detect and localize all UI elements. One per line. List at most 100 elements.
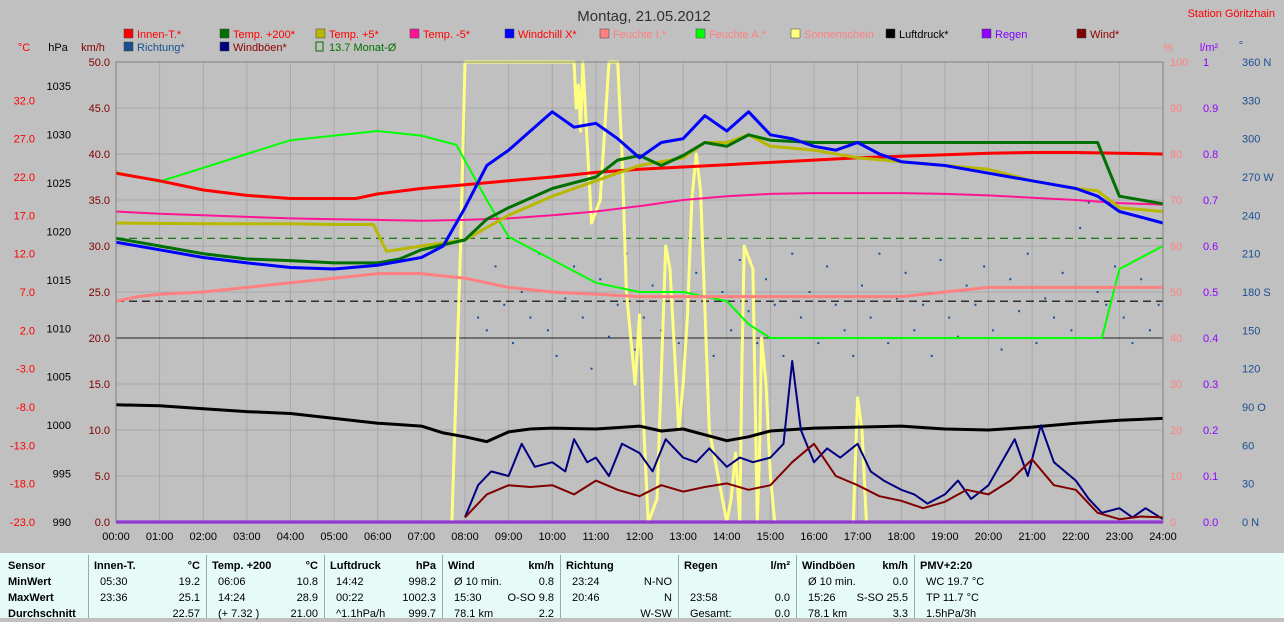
table-cell-value: 0.0 xyxy=(774,608,790,620)
table-cell-left: 78.1 km xyxy=(454,608,494,620)
temp-tick-label: 17.0 xyxy=(14,210,35,222)
temp-tick-label: 7.0 xyxy=(20,287,35,299)
table-cell-value: 19.2 xyxy=(178,576,200,588)
direction-point xyxy=(791,252,794,255)
direction-point xyxy=(607,335,610,338)
legend-item[interactable]: Wind* xyxy=(1076,28,1120,41)
x-tick-label: 21:00 xyxy=(1018,531,1046,543)
table-cell-left: 15:30 xyxy=(454,592,482,604)
series-line-feuchte-a xyxy=(115,130,1164,339)
direction-point xyxy=(765,278,768,281)
humidity-tick-label: 40 xyxy=(1170,333,1182,345)
pressure-tick-label: 990 xyxy=(53,517,71,529)
legend-item[interactable]: Innen-T.* xyxy=(123,28,182,41)
series-line-temp-200 xyxy=(115,133,1164,265)
wind-tick-label: 40.0 xyxy=(89,149,110,161)
axes-layer: 00:00 01:00 02:00 03:00 04:00 05:00 06:00 07:00… xyxy=(10,57,1274,543)
legend-item[interactable]: Temp. +200* xyxy=(219,28,296,41)
direction-point xyxy=(555,354,558,357)
direction-tick-label: 240 xyxy=(1242,210,1260,222)
humidity-tick-label: 0 xyxy=(1170,517,1176,529)
legend-item[interactable]: Temp. -5* xyxy=(409,28,471,41)
temp-tick-label: -13.0 xyxy=(10,440,35,452)
direction-point xyxy=(913,329,916,332)
table-header: Luftdruck xyxy=(330,560,381,572)
legend-item[interactable]: Regen xyxy=(981,28,1027,41)
table-cell-value: 0.0 xyxy=(774,592,790,604)
legend-label: 13.7 Monat-Ø xyxy=(329,42,397,54)
direction-point xyxy=(808,291,811,293)
direction-tick-label: 330 xyxy=(1242,95,1260,107)
legend-item[interactable]: Feuchte I.* xyxy=(599,28,667,41)
rain-tick-label: 0.2 xyxy=(1203,425,1218,437)
rain-tick-label: 0.4 xyxy=(1203,333,1218,345)
temp-tick-label: -18.0 xyxy=(10,479,35,491)
humidity-tick-label: 50 xyxy=(1170,287,1182,299)
pressure-tick-label: 1025 xyxy=(47,178,71,190)
legend-swatch xyxy=(981,28,992,39)
direction-point xyxy=(677,342,680,345)
wind-tick-label: 50.0 xyxy=(89,57,110,69)
series-line-windb-en xyxy=(464,360,1164,521)
direction-point xyxy=(1000,348,1003,351)
series-line-luftdruck xyxy=(115,403,1164,444)
rain-tick-label: 1 xyxy=(1203,57,1209,69)
legend-item[interactable]: Richtung* xyxy=(123,41,185,54)
legend-label: Regen xyxy=(995,29,1027,41)
x-tick-label: 04:00 xyxy=(277,531,305,543)
temp-tick-label: 12.0 xyxy=(14,249,35,261)
legend-item[interactable]: Sonnenschein xyxy=(790,28,874,41)
wind-tick-label: 15.0 xyxy=(89,379,110,391)
humidity-tick-label: 60 xyxy=(1170,241,1182,253)
humidity-tick-label: 10 xyxy=(1170,471,1182,483)
rain-tick-label: 0.0 xyxy=(1203,517,1218,529)
table-cell-left: 14:42 xyxy=(336,576,364,588)
legend-label: Temp. +5* xyxy=(329,29,380,41)
legend-item[interactable]: Temp. +5* xyxy=(315,28,380,41)
x-tick-label: 07:00 xyxy=(408,531,436,543)
direction-point xyxy=(756,342,759,345)
legend-item[interactable]: Feuchte A.* xyxy=(695,28,767,41)
legend-item[interactable]: Luftdruck* xyxy=(885,28,949,41)
x-tick-label: 19:00 xyxy=(931,531,959,543)
temp-tick-label: 2.0 xyxy=(20,325,35,337)
direction-point xyxy=(948,316,951,319)
legend-label: Richtung* xyxy=(137,42,185,54)
legend-label: Innen-T.* xyxy=(137,29,182,41)
direction-point xyxy=(634,348,637,351)
humidity-tick-label: 20 xyxy=(1170,425,1182,437)
temp-tick-label: 32.0 xyxy=(14,95,35,107)
direction-point xyxy=(520,291,523,293)
x-tick-label: 00:00 xyxy=(102,531,130,543)
table-divider xyxy=(678,555,679,618)
direction-point xyxy=(581,316,584,319)
legend-item[interactable]: 13.7 Monat-Ø xyxy=(315,41,397,54)
direction-point xyxy=(1079,227,1082,230)
legend-item[interactable]: Windchill X* xyxy=(504,28,577,41)
table-header: Windböen xyxy=(802,560,856,572)
direction-point xyxy=(1114,265,1117,268)
direction-point xyxy=(738,259,741,262)
unit-celsius: °C xyxy=(18,42,30,54)
pressure-tick-label: 1020 xyxy=(47,226,71,238)
table-unit: °C xyxy=(305,560,318,572)
pressure-tick-label: 1010 xyxy=(47,323,71,335)
direction-point xyxy=(511,342,514,345)
direction-point xyxy=(904,271,907,274)
table-cell-left: 15:26 xyxy=(808,592,836,604)
x-tick-label: 17:00 xyxy=(844,531,872,543)
humidity-tick-label: 90 xyxy=(1170,103,1182,115)
direction-point xyxy=(747,310,750,313)
pressure-tick-label: 1000 xyxy=(47,420,71,432)
direction-point xyxy=(956,335,959,338)
legend-label: Windchill X* xyxy=(518,29,577,41)
rain-tick-label: 0.1 xyxy=(1203,471,1218,483)
legend-label: Feuchte I.* xyxy=(613,29,667,41)
x-tick-label: 22:00 xyxy=(1062,531,1090,543)
table-cell-value: W-SW xyxy=(640,608,672,620)
direction-point xyxy=(1035,342,1038,345)
unit-lm2: l/m² xyxy=(1200,42,1219,54)
legend-label: Windböen* xyxy=(233,42,288,54)
legend-swatch xyxy=(409,28,420,39)
legend-item[interactable]: Windböen* xyxy=(219,41,288,54)
